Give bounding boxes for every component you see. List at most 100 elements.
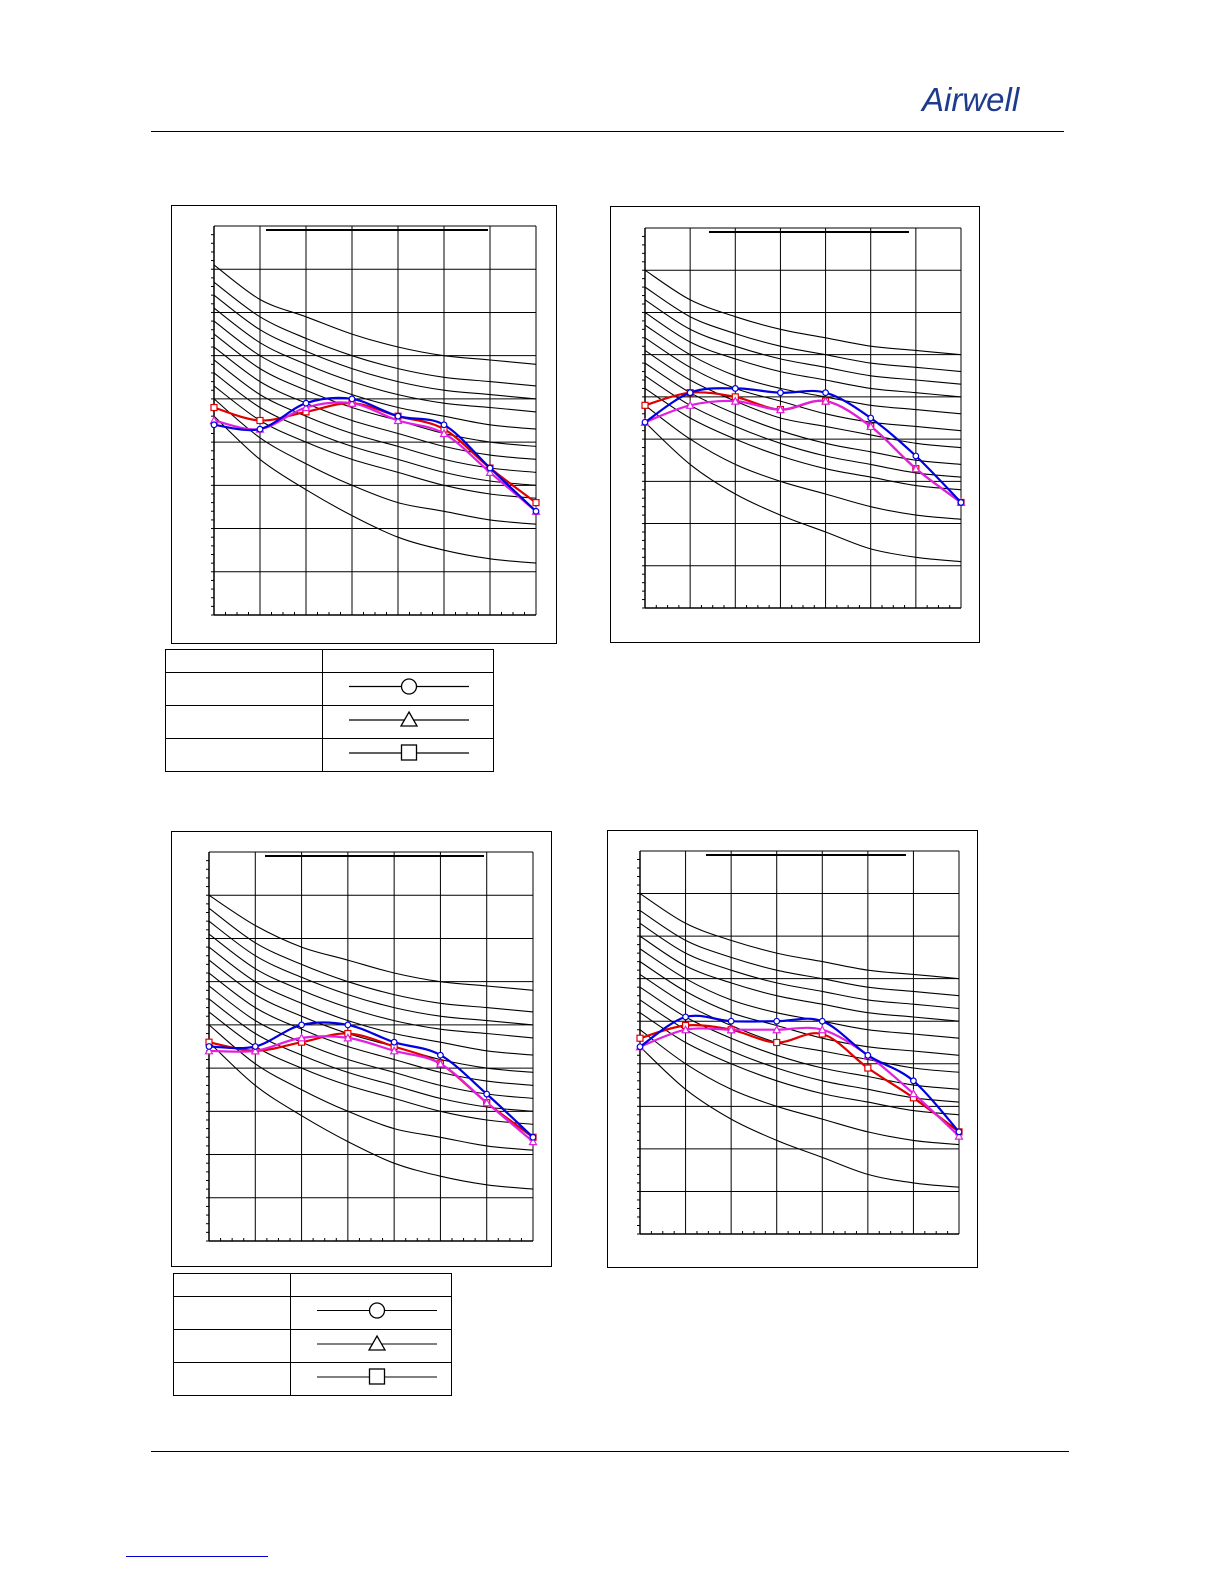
data-point-square <box>532 499 540 507</box>
reference-curve-11 <box>639 1029 960 1146</box>
reference-curve-5 <box>213 320 537 430</box>
data-point-circle <box>394 412 402 420</box>
data-point-circle <box>910 1077 917 1085</box>
series-line-triangle <box>208 1035 534 1143</box>
data-point-circle <box>822 389 829 397</box>
series-line-circle <box>208 1021 534 1139</box>
data-point-circle <box>298 1021 305 1029</box>
legend-symbol-cell <box>322 672 494 706</box>
data-point-circle <box>641 418 649 426</box>
data-point-triangle <box>297 1033 307 1042</box>
data-point-triangle <box>250 1046 260 1055</box>
chart-panel-top-right <box>610 206 980 643</box>
data-point-circle <box>440 421 448 429</box>
data-point-triangle <box>821 396 831 405</box>
data-point-triangle <box>528 1136 538 1146</box>
reference-curve-1 <box>208 894 534 991</box>
data-point-circle <box>682 1013 689 1021</box>
data-point-circle <box>390 1038 398 1046</box>
data-point-triangle <box>204 1046 214 1055</box>
data-point-circle <box>686 389 694 397</box>
reference-curve-8 <box>208 985 534 1099</box>
triangle-marker-icon <box>349 710 469 727</box>
data-point-circle <box>818 1017 826 1025</box>
circle-marker-icon <box>317 1302 437 1319</box>
data-point-triangle <box>775 404 785 414</box>
data-point-circle <box>867 414 875 422</box>
reference-curve-12 <box>644 421 962 563</box>
reference-curve-10 <box>208 1011 534 1125</box>
reference-curve-9 <box>639 999 960 1103</box>
data-point-square <box>864 1064 872 1072</box>
legend-row <box>165 738 494 772</box>
series-line-circle <box>213 396 537 513</box>
reference-curve-1 <box>639 893 960 980</box>
reference-curve-1 <box>644 269 962 356</box>
legend-header-cell <box>173 1273 291 1297</box>
legend-label-cell <box>165 738 323 772</box>
data-point-triangle <box>954 1131 964 1140</box>
legend-header-cell <box>290 1273 452 1297</box>
data-point-triangle <box>681 1024 691 1034</box>
reference-curve-4 <box>644 311 962 398</box>
data-point-circle <box>344 1021 352 1029</box>
reference-curve-10 <box>644 387 962 491</box>
data-point-circle <box>773 1017 781 1025</box>
legend-label-cell <box>165 672 323 706</box>
reference-curve-12 <box>639 1046 960 1188</box>
data-point-triangle <box>435 1059 445 1068</box>
reference-curve-6 <box>213 333 537 447</box>
legend-header-row <box>173 1273 452 1297</box>
reference-curve-5 <box>639 948 960 1039</box>
legend-label-cell <box>165 705 323 739</box>
data-point-square <box>636 1034 644 1042</box>
footer-link-underline[interactable] <box>126 1556 268 1557</box>
legend-header-cell <box>322 649 494 673</box>
data-point-circle <box>727 1017 735 1025</box>
reference-curve-11 <box>208 1024 534 1151</box>
reference-curve-11 <box>644 404 962 520</box>
chart-panel-bottom-left <box>171 831 552 1267</box>
reference-curve-2 <box>213 281 537 387</box>
footer-divider <box>151 1451 1069 1452</box>
reference-curve-1 <box>213 264 537 365</box>
legend-symbol-cell <box>322 705 494 739</box>
reference-curve-2 <box>639 910 960 997</box>
data-point-triangle <box>393 415 403 425</box>
data-point-circle <box>636 1043 644 1051</box>
data-point-triangle <box>347 398 357 407</box>
data-point-circle <box>302 399 310 407</box>
reference-curve-9 <box>208 998 534 1112</box>
data-point-circle <box>529 1133 537 1141</box>
triangle-marker-icon <box>317 1334 437 1351</box>
reference-curve-7 <box>213 346 537 460</box>
square-marker-icon <box>317 1368 437 1385</box>
data-point-circle <box>777 389 784 397</box>
reference-curve-7 <box>644 349 962 449</box>
airwell-logo: Airwell <box>920 81 1021 118</box>
data-point-triangle <box>772 1024 782 1034</box>
reference-curve-4 <box>639 935 960 1022</box>
reference-curve-5 <box>644 324 962 415</box>
data-point-circle <box>864 1051 872 1059</box>
data-point-circle <box>957 499 965 506</box>
circle-marker-icon <box>349 678 469 695</box>
reference-curve-8 <box>639 986 960 1090</box>
chart-top-left <box>209 225 541 616</box>
data-point-square <box>641 401 649 409</box>
reference-curve-10 <box>639 1012 960 1116</box>
data-point-triangle <box>301 402 311 412</box>
legend-row <box>165 672 494 706</box>
data-point-circle <box>731 385 739 392</box>
reference-curve-2 <box>208 907 534 1013</box>
legend-header-row <box>165 649 494 673</box>
legend-header-cell <box>165 649 323 673</box>
series-line-square <box>639 1024 960 1133</box>
brand-wordmark: Airwell <box>920 81 1021 118</box>
legend-label-cell <box>173 1329 291 1363</box>
chart-top-right <box>640 227 966 609</box>
data-point-circle <box>210 421 218 429</box>
data-point-triangle <box>685 400 695 409</box>
reference-curve-11 <box>213 398 537 525</box>
data-point-triangle <box>866 421 876 431</box>
